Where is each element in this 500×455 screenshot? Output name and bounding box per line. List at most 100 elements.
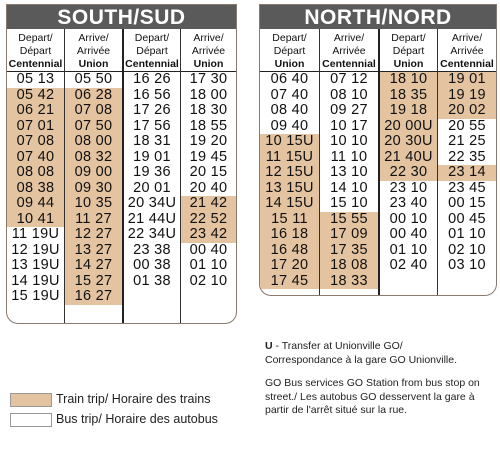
time-cell: 17 20 (260, 257, 319, 274)
time-cell: 23 40 (389, 195, 428, 211)
time-cell: 13 10 (330, 164, 368, 180)
column-header-line: Union (393, 58, 424, 70)
time-cell: 16 18 (260, 226, 319, 243)
column-header-line: Union (193, 58, 224, 70)
north-title: NORTH/NORD (260, 5, 496, 29)
time-cell: 17 26 (133, 102, 171, 118)
u-text: - Transfer at Unionville GO/ (272, 340, 403, 352)
time-cell: 15 55 (320, 211, 378, 227)
time-cell: 08 40 (270, 102, 309, 118)
time-cell: 19 01 (438, 71, 496, 88)
column-header-line: Union (78, 58, 109, 70)
time-cell: 06 28 (65, 87, 122, 103)
time-cell: 02 40 (389, 257, 428, 273)
time-cell: 12 27 (65, 226, 122, 243)
time-cell: 09 40 (270, 117, 309, 134)
time-cell: 20 15 (189, 164, 228, 180)
time-cell: 11 10 (330, 148, 368, 165)
time-cell: 00 40 (189, 241, 228, 258)
time-cell: 17 56 (133, 117, 171, 134)
time-cell: 19 01 (133, 148, 171, 165)
column-header-line: Depart/ (272, 32, 307, 44)
column-header: Depart/Départ Union (260, 29, 319, 72)
time-cell: 08 10 (330, 86, 368, 103)
time-cell: 11 15U (260, 149, 319, 165)
legend-train-label: Train trip/ Horaire des trains (56, 392, 211, 406)
time-cell: 19 20 (189, 133, 228, 149)
time-cell: 23 45 (448, 179, 486, 196)
north-column-3: Depart/Départ Union 18 10 18 35 19 18 20 00U 2… (378, 29, 437, 295)
time-cell: 23 42 (181, 226, 236, 243)
time-cell: 23 14 (438, 164, 496, 181)
time-cell: 20 00U (380, 118, 437, 134)
south-column-2: Arrive/Arrivée Union 05 50 06 28 07 08 07 50 0… (64, 29, 122, 323)
time-cell: 12 19U (11, 241, 60, 258)
column-header-line: Depart/ (134, 32, 170, 44)
time-cell: 22 52 (181, 211, 236, 227)
time-cell: 00 38 (133, 257, 171, 273)
north-column-1: Depart/Départ Union 06 40 07 40 08 40 09 40 10… (260, 29, 319, 295)
time-cell: 14 10 (330, 179, 368, 196)
time-cell: 22 35 (448, 148, 486, 165)
time-cell: 18 10 (380, 71, 437, 88)
time-cell: 21 40U (380, 149, 437, 165)
time-cell: 22 30 (380, 164, 437, 181)
column-header-line: Centennial (322, 58, 376, 70)
south-title: SOUTH/SUD (7, 5, 236, 29)
column-header: Arrive/Arrivée Centennial (320, 29, 378, 72)
south-columns: Depart/Départ Centennial 05 13 05 42 06 21 07… (7, 29, 236, 323)
north-column-2: Arrive/Arrivée Centennial 07 12 08 10 09 27 1… (319, 29, 378, 295)
time-cell: 21 44U (127, 210, 177, 227)
time-cell: 13 19U (11, 257, 60, 273)
time-cell: 18 35 (380, 87, 437, 103)
column-header-line: Arrivée (450, 45, 484, 57)
north-timetable: NORTH/NORD Depart/Départ Union 06 40 07 40 0… (259, 4, 497, 296)
time-cell: 18 30 (189, 102, 228, 118)
time-cell: 07 08 (65, 102, 122, 119)
time-cell: 07 40 (7, 149, 64, 165)
time-cell: 20 01 (133, 179, 171, 196)
time-cell: 20 34U (127, 195, 177, 211)
time-cell: 03 10 (448, 257, 486, 273)
time-cell: 14 27 (65, 257, 122, 274)
time-cell: 07 50 (65, 118, 122, 134)
time-cell: 20 30U (380, 133, 437, 150)
time-cell: 08 08 (7, 164, 64, 181)
u-text-fr: Correspondance à la gare GO Unionville. (265, 353, 458, 366)
time-cell: 13 27 (65, 242, 122, 258)
time-cell: 16 48 (260, 242, 319, 258)
column-header: Depart/Départ Centennial (7, 29, 64, 72)
time-cell: 16 56 (133, 86, 171, 103)
time-cell: 14 15U (260, 195, 319, 212)
time-cell: 15 10 (330, 195, 368, 211)
time-cell: 15 27 (65, 273, 122, 289)
time-cell: 14 19U (11, 272, 60, 289)
south-column-1: Depart/Départ Centennial 05 13 05 42 06 21 07… (7, 29, 64, 323)
time-cell: 21 42 (181, 195, 236, 212)
time-cell: 09 00 (65, 164, 122, 181)
time-cell: 01 10 (448, 226, 486, 242)
column-header-line: Union (274, 58, 305, 70)
time-cell: 10 35 (65, 195, 122, 212)
time-cell: 23 10 (389, 179, 428, 196)
column-header-line: Départ (273, 45, 306, 57)
column-header: Arrive/Arrivée Union (181, 29, 236, 72)
u-symbol: U (265, 340, 273, 352)
south-timetable: SOUTH/SUD Depart/Départ Centennial 05 13 05… (6, 4, 237, 324)
time-cell: 19 45 (189, 148, 228, 165)
time-cell: 11 27 (65, 211, 122, 227)
time-cell: 12 15U (260, 164, 319, 181)
time-cell: 17 45 (260, 273, 319, 289)
time-cell: 07 12 (330, 71, 368, 87)
column-header-line: Depart/ (18, 32, 53, 44)
time-cell: 05 13 (16, 71, 55, 87)
time-cell: 19 18 (380, 102, 437, 119)
bus-stop-note: GO Bus services GO Station from bus stop… (265, 377, 480, 416)
time-cell: 06 21 (7, 102, 64, 119)
time-cell: 22 34U (127, 226, 177, 242)
time-cell: 02 10 (189, 272, 228, 289)
column-header-line: Arrive/ (333, 32, 365, 44)
time-cell: 18 00 (189, 86, 228, 103)
time-cell: 20 55 (448, 117, 486, 134)
time-cell: 21 25 (448, 133, 486, 149)
